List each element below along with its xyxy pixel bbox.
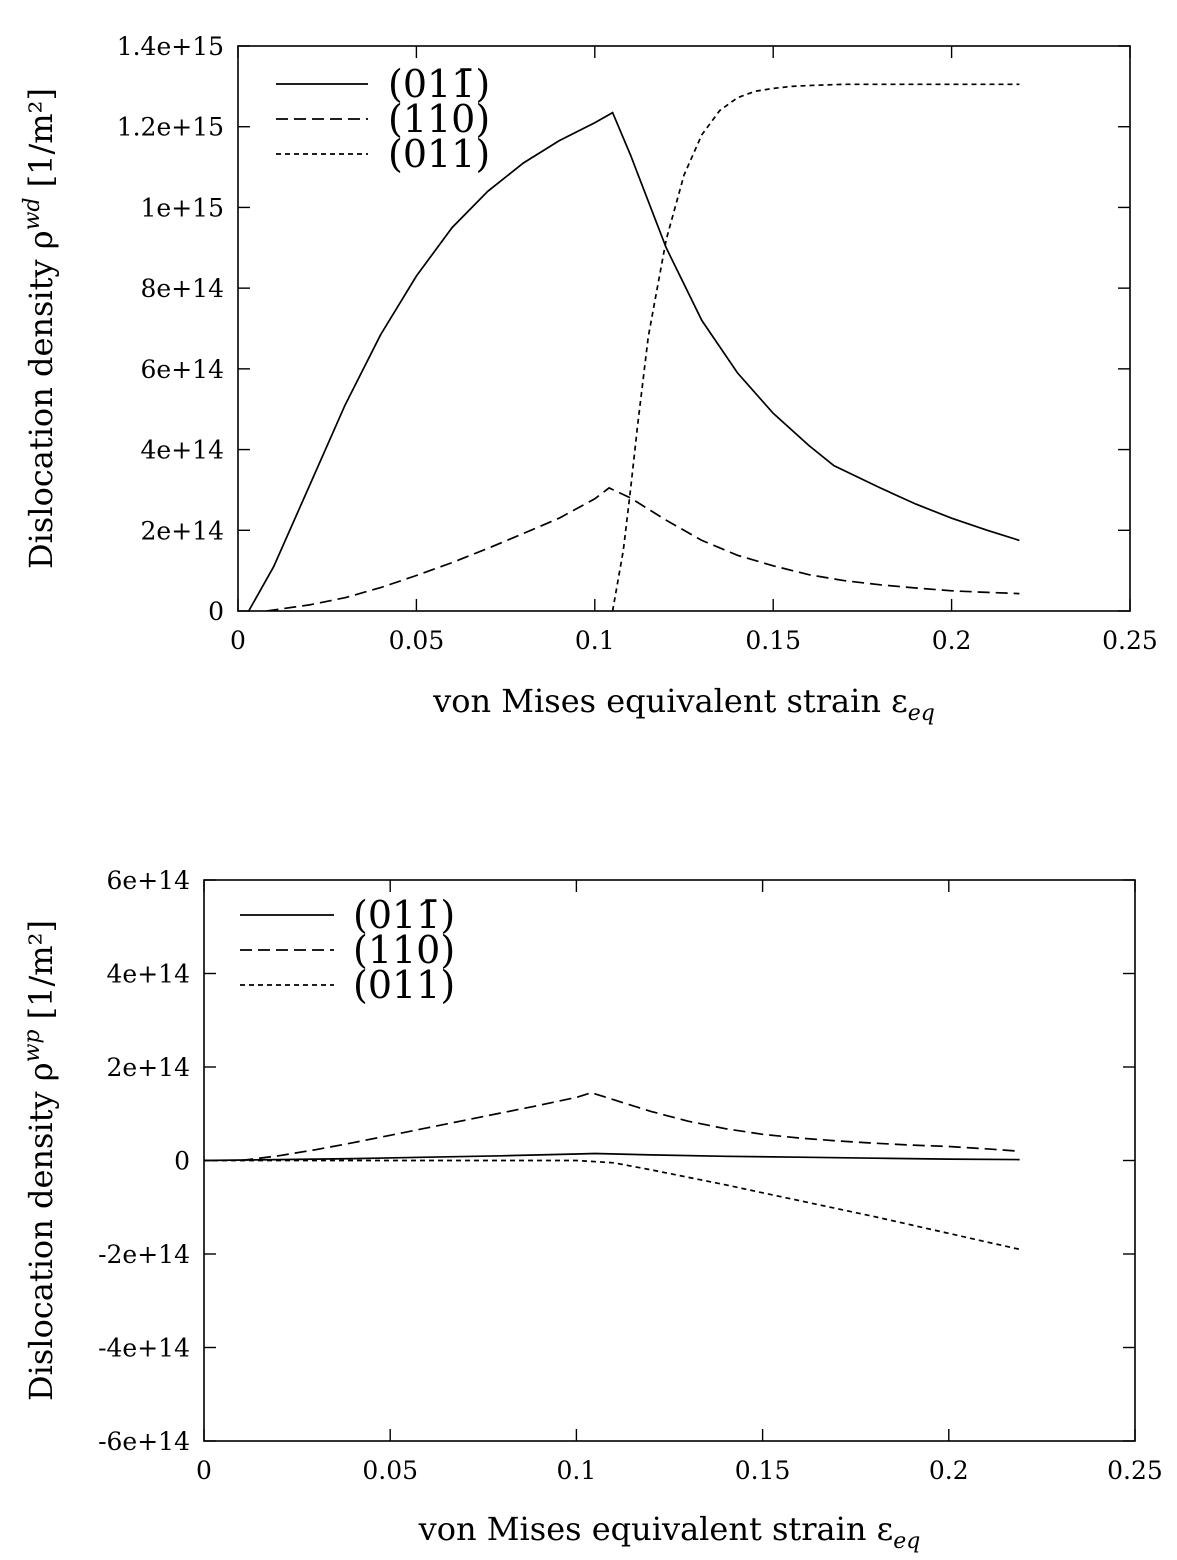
plot-frame (237, 45, 1131, 612)
x-axis-label-main: von Mises equivalent strain ε (418, 1510, 894, 1548)
x-axis-label-main: von Mises equivalent strain ε (432, 682, 908, 720)
legend-label: (110) (353, 928, 455, 972)
y-tick-label: 1.4e+15 (117, 32, 224, 61)
y-axis-label-superscript: wd (20, 197, 45, 230)
y-axis-label: Dislocation density ρwp [1/m²] (20, 920, 60, 1401)
x-axis-label: von Mises equivalent strain εeq (418, 1510, 921, 1554)
x-tick-label: 0 (230, 626, 246, 655)
legend-label: (011) (388, 132, 490, 176)
series-line-1 (204, 1152, 1020, 1162)
x-axis-label-subscript: eq (908, 701, 935, 726)
x-tick-label: 0.2 (932, 626, 972, 655)
y-tick-label: -6e+14 (98, 1427, 190, 1456)
chart-1: 0 0.05 0.1 0.15 0.2 0.25 0 2e+14 4e+14 6e+14 8e+14… (20, 32, 1158, 726)
series-line-3 (204, 1159, 1020, 1251)
legend-label: (011̄) (388, 62, 490, 106)
y-tick-label: 1e+15 (141, 193, 224, 222)
y-tick-label: 0 (208, 597, 224, 626)
x-tick-label: 0.2 (929, 1456, 969, 1485)
series-group (204, 1091, 1020, 1251)
x-axis-label: von Mises equivalent strain εeq (432, 682, 935, 726)
y-tick-label: 8e+14 (141, 274, 224, 303)
y-tick-label: 4e+14 (107, 960, 190, 989)
legend-label: (011̄) (353, 893, 455, 937)
y-axis-label: Dislocation density ρwd [1/m²] (20, 88, 60, 569)
y-tick-label: 6e+14 (107, 866, 190, 895)
y-axis-label-unit: [1/m²] (22, 88, 60, 197)
y-tick-label: 6e+14 (141, 355, 224, 384)
x-tick-label: 0.05 (389, 626, 445, 655)
x-tick-label: 0.15 (745, 626, 801, 655)
legend-label: (110) (388, 97, 490, 141)
y-tick-label: 4e+14 (141, 436, 224, 465)
y-tick-label: 2e+14 (107, 1053, 190, 1082)
legend: (011̄)(110)(011) (240, 893, 455, 1007)
x-tick-label: 0.1 (575, 626, 615, 655)
y-tick-label: 0 (174, 1147, 190, 1176)
series-line-2 (266, 486, 1020, 611)
x-tick-label: 0.25 (1102, 626, 1158, 655)
series-group (247, 83, 1020, 611)
x-tick-label: 0 (196, 1456, 212, 1485)
y-tick-label: 2e+14 (141, 516, 224, 545)
y-tick-label: -2e+14 (98, 1240, 190, 1269)
x-tick-label: 0.25 (1107, 1456, 1163, 1485)
tick-marks (237, 45, 1131, 612)
y-tick-label: 1.2e+15 (117, 113, 224, 142)
x-tick-label: 0.1 (557, 1456, 597, 1485)
legend: (011̄)(110)(011) (276, 62, 490, 176)
y-axis-label-unit: [1/m²] (22, 920, 60, 1029)
y-axis-label-main: Dislocation density ρ (22, 230, 60, 569)
y-tick-label: -4e+14 (98, 1334, 190, 1363)
series-line-2 (241, 1091, 1020, 1162)
x-axis-label-subscript: eq (893, 1529, 920, 1554)
chart-2: 0 0.05 0.1 0.15 0.2 0.25 -6e+14 -4e+14 -2e+14 0 2e… (20, 866, 1163, 1554)
y-axis-label-superscript: wp (20, 1029, 45, 1062)
series-line-1 (247, 111, 1020, 611)
series-line-3 (611, 83, 1020, 611)
x-tick-label: 0.05 (362, 1456, 418, 1485)
x-tick-label: 0.15 (735, 1456, 791, 1485)
y-axis-label-main: Dislocation density ρ (22, 1062, 60, 1401)
legend-label: (011) (353, 963, 455, 1007)
